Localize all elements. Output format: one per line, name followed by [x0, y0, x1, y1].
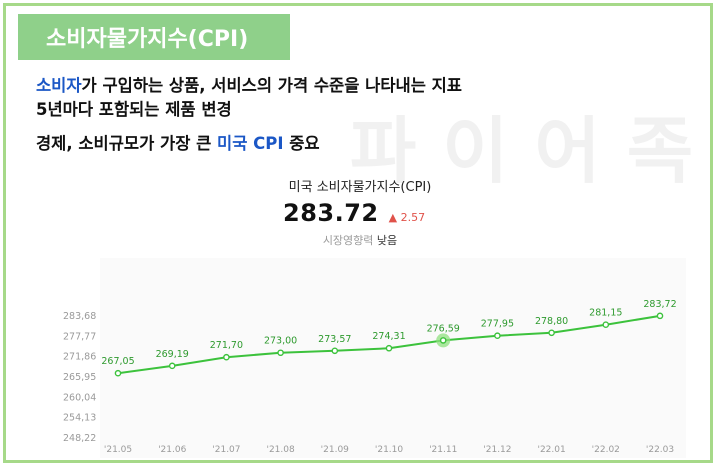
x-tick-label: '21.12 [483, 445, 511, 455]
line1-rest: 가 구입하는 상품, 서비스의 가격 수준을 나타내는 지표 [81, 76, 462, 95]
up-arrow-icon: ▲ [388, 211, 398, 224]
x-tick-label: '22.03 [646, 445, 674, 455]
data-label: 271,70 [210, 340, 243, 351]
x-tick-label: '21.10 [375, 445, 404, 455]
y-tick-label: 254,13 [63, 413, 96, 424]
x-tick-label: '21.07 [212, 445, 240, 455]
data-point [331, 347, 339, 355]
impact-label: 시장영향력 [322, 234, 374, 247]
impact-row: 시장영향력 낮음 [0, 232, 720, 248]
data-point [277, 349, 284, 357]
data-label: 267,05 [101, 356, 134, 367]
y-tick-label: 248,22 [63, 433, 96, 444]
y-tick-label: 277,77 [63, 331, 96, 342]
data-label: 269,19 [156, 349, 189, 360]
y-axis: 248,22 254,13 260,04 265,95 271,86 277,77 283,… [63, 311, 96, 444]
line3-highlight: 미국 CPI [217, 134, 284, 153]
data-points [114, 312, 664, 377]
x-tick-label: '22.01 [537, 445, 565, 455]
x-tick-label: '21.09 [321, 445, 350, 455]
data-point [548, 329, 555, 337]
line3-end: 중요 [283, 134, 320, 153]
x-tick-label: '21.11 [429, 445, 457, 455]
y-tick-label: 265,95 [63, 372, 96, 383]
line1-highlight: 소비자 [36, 76, 82, 95]
data-label: 281,15 [589, 308, 622, 319]
data-point [439, 337, 447, 344]
data-point [656, 312, 664, 320]
cpi-value: 283.72 [283, 199, 379, 227]
y-tick-label: 260,04 [63, 392, 96, 403]
data-label: 283,72 [643, 299, 676, 310]
y-tick-label: 271,86 [63, 352, 96, 363]
widget-title: 미국 소비자물가지수(CPI) [288, 180, 432, 195]
change-badge: ▲ 2.57 [389, 211, 425, 224]
data-label: 274,31 [372, 331, 405, 342]
change-value: 2.57 [400, 211, 426, 224]
body-line-3: 경제, 소비규모가 가장 큰 미국 CPI 중요 [36, 132, 462, 156]
data-label: 277,95 [481, 319, 514, 330]
impact-value: 낮음 [376, 234, 398, 247]
slide-title: 소비자물가지수(CPI) [18, 14, 290, 60]
body-line-2: 5년마다 포함되는 제품 변경 [36, 100, 232, 119]
watermark: 파이어족 [350, 109, 719, 193]
data-point [494, 332, 501, 340]
data-point [385, 344, 393, 352]
x-tick-label: '21.08 [266, 445, 295, 455]
data-point [223, 353, 230, 361]
x-tick-label: '22.02 [592, 445, 620, 455]
data-label: 273,57 [318, 334, 351, 345]
plot-background [100, 258, 686, 458]
line3-start: 경제, 소비규모가 가장 큰 [36, 134, 218, 153]
data-label: 273,00 [264, 336, 297, 347]
x-axis: '21.05 '21.06 '21.07 '21.08 '21.09 '21.10 '21.… [104, 445, 674, 455]
x-tick-label: '21.06 [158, 445, 187, 455]
data-point [168, 362, 176, 370]
y-tick-label: 283,68 [63, 311, 96, 322]
x-tick-label: '21.05 [104, 445, 132, 455]
body-text: 소비자가 구입하는 상품, 서비스의 가격 수준을 나타내는 지표 5년마다 포… [36, 74, 462, 156]
data-label: 278,80 [535, 316, 568, 327]
data-point [114, 369, 122, 377]
data-label: 276,59 [427, 323, 460, 334]
body-line-1: 소비자가 구입하는 상품, 서비스의 가격 수준을 나타내는 지표 [36, 74, 462, 98]
value-row: 283.72 ▲ 2.57 [283, 199, 425, 227]
data-point [602, 321, 610, 329]
data-labels: 267,05 269,19 271,70 273,00 273,57 274,31 276,… [101, 299, 676, 367]
